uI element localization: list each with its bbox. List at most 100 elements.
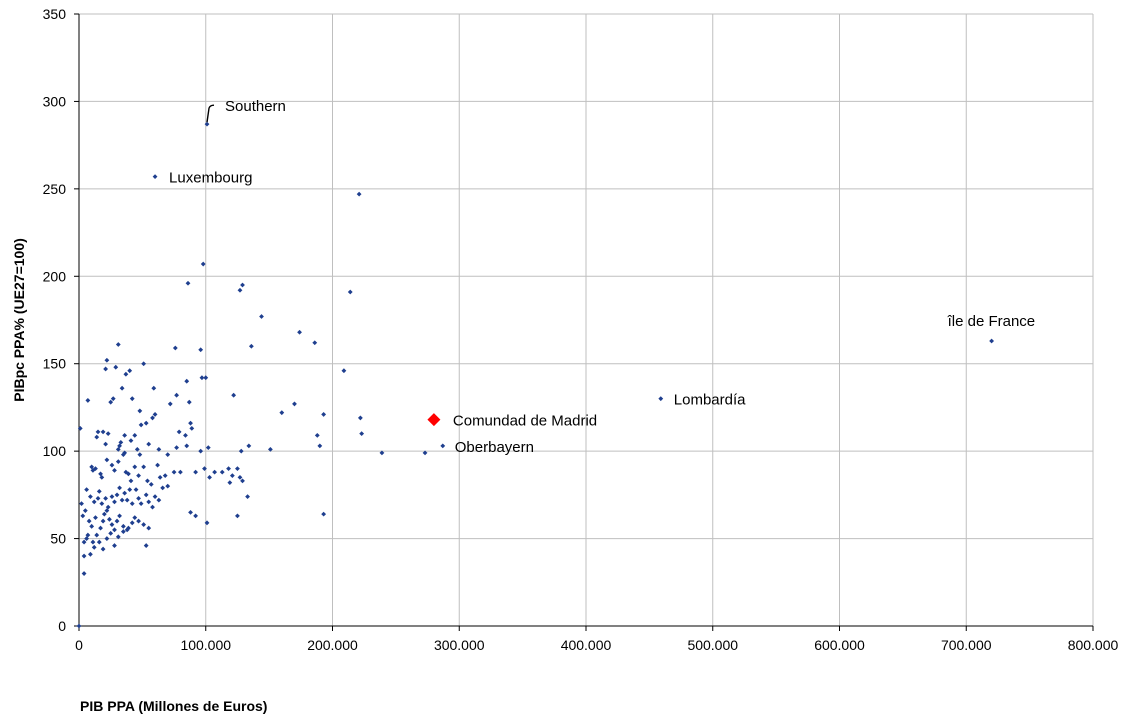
data-point xyxy=(141,522,147,527)
data-point xyxy=(133,487,139,493)
data-point xyxy=(240,282,245,288)
data-point xyxy=(259,314,264,319)
data-point xyxy=(95,429,101,435)
axes xyxy=(74,13,1094,631)
data-point xyxy=(127,487,133,493)
y-tick-label: 200 xyxy=(43,268,67,284)
data-point xyxy=(117,513,122,519)
data-point xyxy=(188,509,193,515)
data-point xyxy=(91,544,97,550)
data-point xyxy=(79,501,84,506)
data-point xyxy=(189,426,195,431)
data-point xyxy=(356,191,362,197)
y-tick-label: 150 xyxy=(43,356,67,372)
data-point xyxy=(172,345,178,351)
data-point xyxy=(226,466,231,472)
annotation-label: Oberbayern xyxy=(455,439,534,456)
data-point xyxy=(160,485,166,491)
annotation-label: Lombardía xyxy=(674,392,746,409)
data-point xyxy=(240,478,245,484)
data-point xyxy=(132,433,138,438)
data-point xyxy=(128,438,134,444)
data-point xyxy=(145,478,150,484)
data-point xyxy=(229,473,235,479)
x-tick-label: 300.000 xyxy=(434,637,485,653)
data-point xyxy=(212,469,218,475)
y-tick-labels: 0 50 100 150 200 250 300 350 xyxy=(43,6,67,634)
data-point xyxy=(148,481,154,487)
data-point xyxy=(136,495,141,501)
data-point xyxy=(81,553,87,559)
data-point xyxy=(156,497,162,503)
data-point xyxy=(104,357,110,363)
data-point xyxy=(104,457,110,463)
data-point xyxy=(203,375,209,381)
data-point xyxy=(219,469,225,475)
data-point xyxy=(167,401,173,407)
data-point xyxy=(90,539,96,545)
x-tick-label: 600.000 xyxy=(814,637,865,653)
data-point xyxy=(88,551,93,557)
data-point xyxy=(146,525,152,531)
data-point xyxy=(112,543,117,548)
data-point xyxy=(119,385,125,391)
data-point xyxy=(137,452,143,458)
data-point xyxy=(104,508,110,513)
data-point xyxy=(91,499,97,505)
data-point xyxy=(118,440,124,445)
data-point xyxy=(127,368,133,374)
data-point xyxy=(246,443,252,449)
data-point xyxy=(100,546,106,552)
data-point xyxy=(200,261,206,267)
data-point xyxy=(989,338,994,344)
data-point xyxy=(117,443,122,449)
data-point xyxy=(129,520,135,526)
data-point xyxy=(115,342,121,347)
data-point xyxy=(150,415,155,421)
data-point xyxy=(248,343,254,349)
data-point xyxy=(98,525,103,531)
data-point xyxy=(109,494,115,500)
data-point xyxy=(347,289,353,295)
x-tick-label: 0 xyxy=(75,637,83,653)
data-point xyxy=(152,494,158,500)
data-point xyxy=(279,410,285,416)
data-point xyxy=(658,396,664,402)
data-point xyxy=(143,420,149,426)
data-point xyxy=(80,513,86,519)
data-point xyxy=(129,501,135,506)
gridlines xyxy=(79,13,1094,626)
data-point xyxy=(178,469,183,475)
data-point xyxy=(100,429,106,435)
x-tick-label: 800.000 xyxy=(1068,637,1119,653)
data-point xyxy=(165,452,171,458)
data-point xyxy=(136,518,141,524)
data-point xyxy=(207,474,212,480)
data-point xyxy=(205,445,211,451)
data-point xyxy=(185,280,191,286)
data-point xyxy=(120,523,126,529)
data-point xyxy=(199,375,205,381)
data-point xyxy=(297,329,302,335)
y-axis-title: PIBpc PPA% (UE27=100) xyxy=(11,238,27,402)
data-point xyxy=(238,448,244,454)
data-point xyxy=(132,464,138,470)
data-point xyxy=(165,483,171,489)
data-point xyxy=(137,408,143,414)
data-point xyxy=(134,446,140,452)
data-point xyxy=(237,287,243,293)
data-point xyxy=(317,443,323,449)
data-point xyxy=(440,443,446,449)
data-point xyxy=(237,474,243,480)
data-point xyxy=(109,522,115,527)
data-point xyxy=(155,462,160,468)
data-point xyxy=(115,459,121,465)
data-point xyxy=(193,513,199,519)
data-point xyxy=(312,340,318,346)
data-point xyxy=(152,174,158,180)
data-point xyxy=(81,539,87,545)
data-point xyxy=(124,527,130,533)
data-point xyxy=(152,412,158,417)
data-point xyxy=(198,347,204,353)
